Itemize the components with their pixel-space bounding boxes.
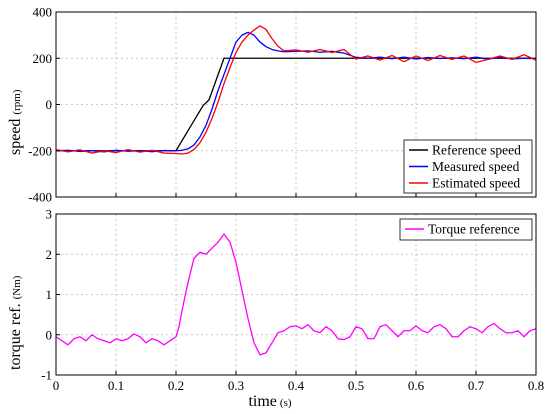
speed-y-tick-label: 0 (46, 97, 53, 112)
torque-x-tick-label: 0.3 (228, 378, 244, 393)
torque-y-label-text: torque ref. (7, 303, 24, 370)
measured-speed-legend-label: Measured speed (432, 159, 520, 174)
speed-panel: -400 -200 0 200 400 speed (rpm) Reference spe… (7, 5, 537, 205)
speed-y-tick-label: -200 (28, 143, 52, 158)
torque-y-axis-label: torque ref. (Nm) (7, 275, 24, 370)
torque-grid (56, 214, 536, 375)
speed-y-tick-label: 400 (33, 5, 53, 20)
torque-x-tick-label: 0.2 (168, 378, 184, 393)
measured-speed-line (55, 31, 537, 153)
speed-y-label-text: speed (7, 119, 24, 155)
torque-y-unit: (Nm) (11, 275, 23, 299)
torque-x-tick-label: 0.4 (288, 378, 305, 393)
torque-y-tick-label: 0 (46, 327, 53, 342)
speed-series (55, 25, 537, 155)
time-x-unit: (s) (280, 397, 292, 409)
torque-x-tick-label: 0.7 (468, 378, 485, 393)
speed-ticks: -400 -200 0 200 400 (28, 5, 537, 205)
speed-y-axis-label: speed (rpm) (7, 89, 24, 155)
torque-legend: Torque reference (399, 218, 533, 241)
torque-reference-line (55, 233, 537, 356)
torque-y-tick-label: 3 (46, 207, 53, 222)
torque-x-tick-label: 0.6 (408, 378, 425, 393)
time-x-label-text: time (248, 393, 276, 410)
estimated-speed-legend-label: Estimated speed (432, 176, 520, 191)
speed-y-tick-label: 200 (33, 51, 53, 66)
reference-speed-legend-label: Reference speed (432, 143, 521, 158)
torque-series (55, 233, 537, 356)
torque-reference-legend-label: Torque reference (428, 222, 520, 237)
torque-y-tick-label: -1 (41, 368, 52, 383)
torque-y-tick-label: 1 (46, 287, 53, 302)
torque-x-tick-label: 0.8 (528, 378, 544, 393)
speed-y-tick-label: -400 (28, 190, 52, 205)
time-x-axis-label: time (s) (248, 393, 291, 410)
torque-legend-box (399, 218, 533, 241)
torque-y-tick-label: 2 (46, 247, 53, 262)
speed-y-unit: (rpm) (11, 89, 23, 114)
torque-x-tick-label: 0.1 (108, 378, 124, 393)
torque-x-tick-label: 0 (53, 378, 60, 393)
estimated-speed-line (55, 25, 537, 155)
torque-x-tick-label: 0.5 (348, 378, 364, 393)
